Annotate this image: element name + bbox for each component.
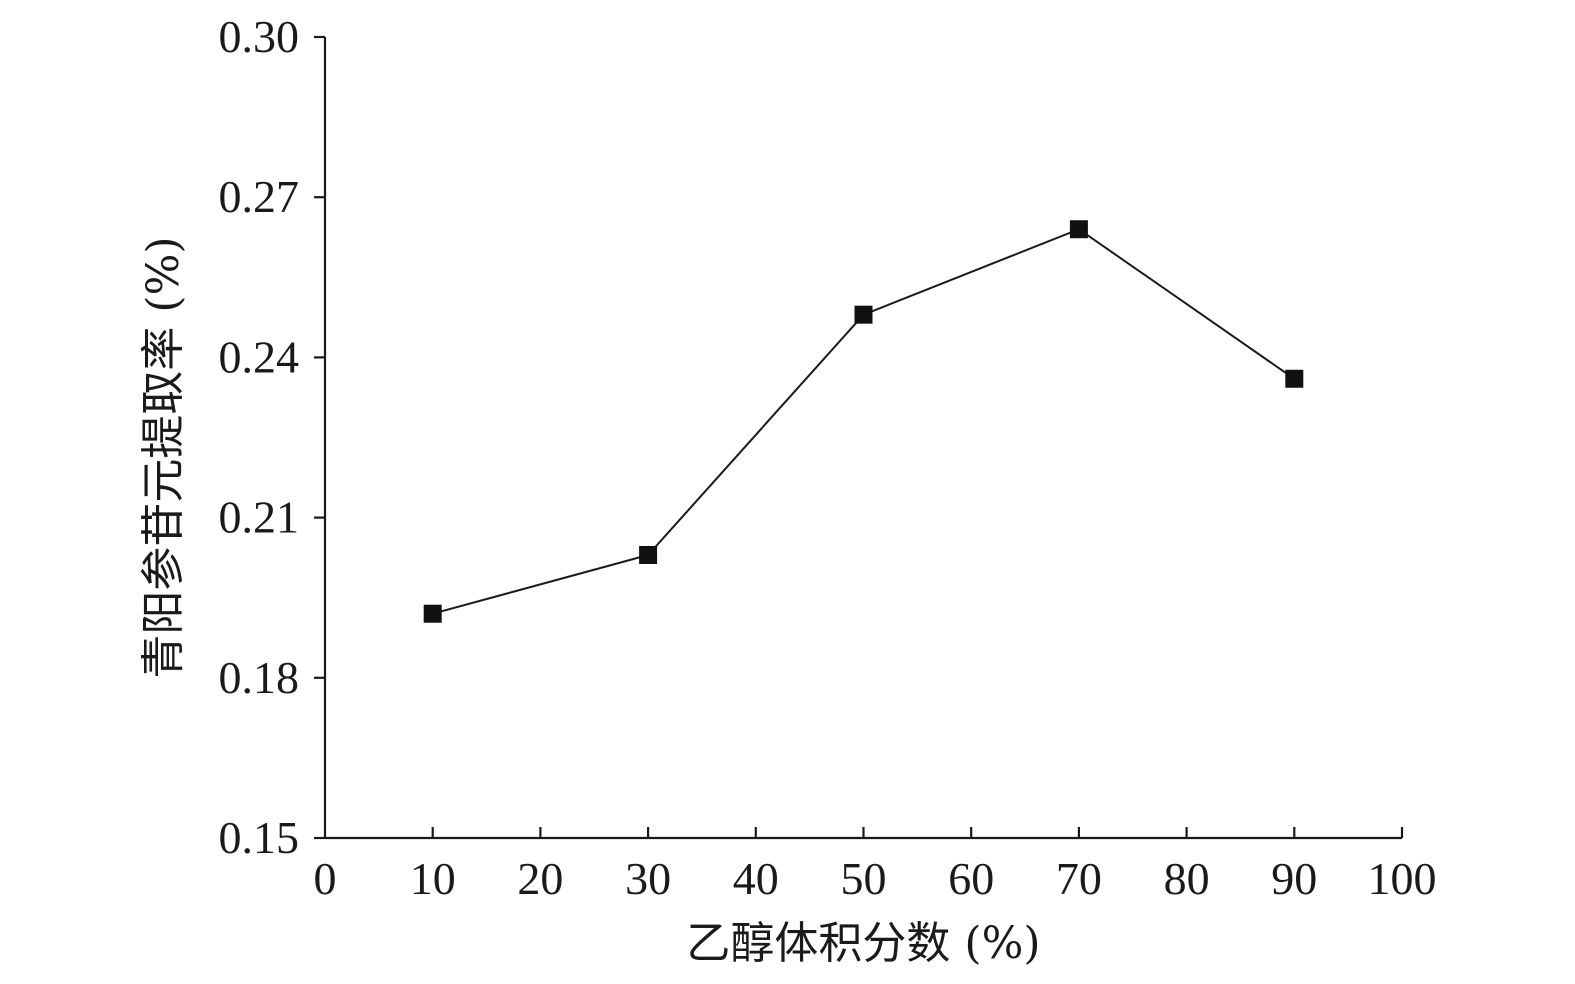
y-tick-label: 0.18 bbox=[219, 652, 300, 703]
x-tick-label: 80 bbox=[1164, 853, 1210, 904]
data-point-marker bbox=[1069, 220, 1088, 239]
y-tick-label: 0.24 bbox=[219, 331, 300, 382]
x-tick-label: 70 bbox=[1056, 853, 1102, 904]
x-tick-label: 90 bbox=[1271, 853, 1317, 904]
x-axis-title: 乙醇体积分数 (%) bbox=[686, 918, 1040, 969]
x-tick-label: 0 bbox=[314, 853, 337, 904]
data-point-marker bbox=[639, 545, 658, 564]
x-tick-label: 40 bbox=[733, 853, 779, 904]
x-tick-label: 50 bbox=[841, 853, 887, 904]
y-tick-label: 0.27 bbox=[219, 171, 300, 222]
data-point-marker bbox=[1285, 369, 1304, 388]
x-tick-label: 100 bbox=[1368, 853, 1437, 904]
y-tick-label: 0.15 bbox=[219, 812, 300, 863]
ticks: 0.15 0.18 0.21 0.24 0.27 0.30 0 10 20 30 40 50 60 70 8… bbox=[219, 11, 1437, 904]
x-tick-label: 20 bbox=[517, 853, 563, 904]
y-axis-title: 青阳参苷元提取率 (%) bbox=[138, 236, 189, 678]
x-tick-label: 10 bbox=[410, 853, 456, 904]
y-tick-label: 0.30 bbox=[219, 11, 300, 62]
data-series bbox=[423, 220, 1304, 623]
x-tick-label: 30 bbox=[625, 853, 671, 904]
axes bbox=[323, 37, 1402, 840]
y-tick-label: 0.21 bbox=[219, 492, 300, 543]
x-tick-label: 60 bbox=[948, 853, 994, 904]
data-point-marker bbox=[854, 305, 873, 324]
data-point-marker bbox=[423, 604, 442, 623]
series-line bbox=[432, 228, 1295, 615]
